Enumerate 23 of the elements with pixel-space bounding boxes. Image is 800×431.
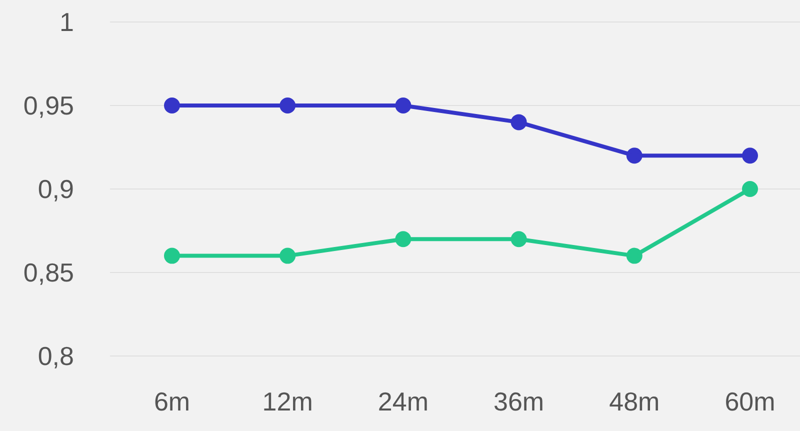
point: [280, 98, 296, 114]
point: [510, 231, 527, 248]
x-tick-label: 48m: [609, 386, 660, 416]
point: [280, 248, 296, 264]
point: [742, 181, 758, 197]
point: [626, 148, 642, 164]
x-tick-label: 12m: [262, 386, 313, 416]
y-tick-label: 1: [60, 7, 74, 38]
x-tick-label: 24m: [378, 386, 428, 416]
point: [395, 231, 412, 248]
point: [164, 248, 180, 264]
point: [742, 148, 758, 164]
x-tick-label: 60m: [724, 386, 776, 416]
y-tick-label: 0,85: [23, 258, 74, 288]
point: [395, 98, 412, 114]
y-tick-label: 0,9: [38, 174, 74, 204]
x-tick-label: 36m: [494, 386, 544, 416]
x-tick-label: 6m: [154, 386, 190, 416]
point: [626, 248, 642, 264]
point: [510, 114, 527, 130]
y-tick-label: 0,8: [38, 341, 74, 372]
point: [164, 98, 180, 114]
y-tick-label: 0,95: [23, 90, 74, 121]
